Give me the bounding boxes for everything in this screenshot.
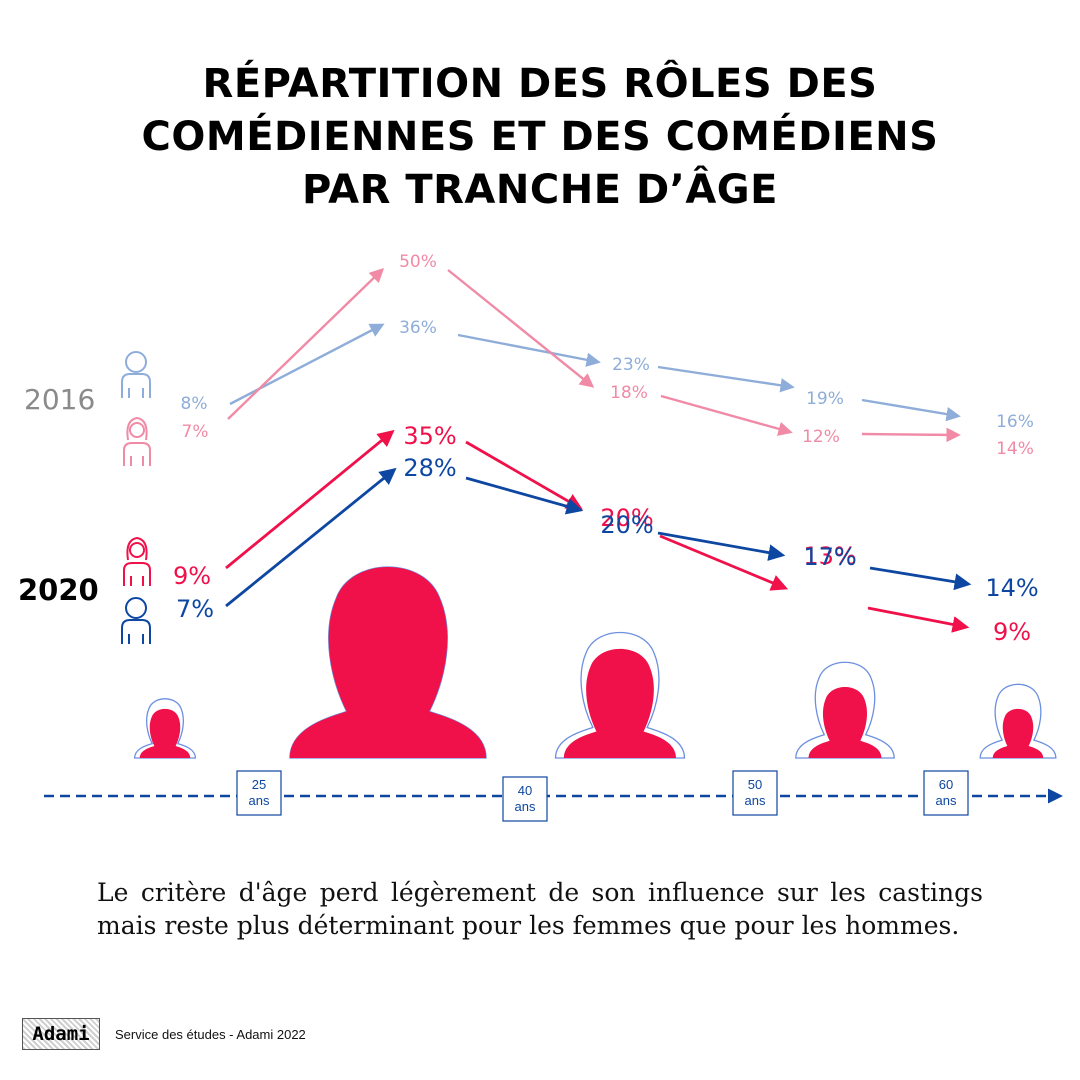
axis-tick-unit: ans: [249, 793, 270, 808]
series-arrow-women: [225, 429, 395, 570]
data-label-men: 7%: [176, 595, 214, 623]
data-label-men: 23%: [612, 355, 650, 375]
man-outline-icon: [121, 597, 151, 644]
series-arrow-women: [861, 427, 961, 443]
caption: Le critère d'âge perd légèrement de son …: [97, 878, 983, 940]
axis-tick-value: 25: [252, 777, 266, 792]
woman-outline-icon: [123, 416, 151, 466]
woman-outline-icon: [123, 536, 151, 586]
data-label-women: 7%: [182, 422, 209, 442]
man-outline-icon: [121, 351, 151, 398]
series-arrow-women: [447, 269, 595, 388]
axis-tick-value: 50: [748, 777, 762, 792]
axis-tick-unit: ans: [745, 793, 766, 808]
series-arrow-men: [229, 323, 385, 406]
data-label-men: 20%: [600, 511, 653, 539]
series-arrow-men: [869, 566, 972, 591]
axis-tick-unit: ans: [515, 799, 536, 814]
woman-silhouette-icon: [992, 708, 1044, 758]
data-label-men: 19%: [806, 389, 844, 409]
series-arrow-women: [867, 606, 970, 633]
data-label-men: 14%: [985, 574, 1038, 602]
series-arrow-men: [861, 398, 961, 422]
source-note: Service des études - Adami 2022: [115, 1026, 306, 1042]
data-label-women: 35%: [403, 422, 456, 450]
year-label-2020: 2020: [18, 573, 99, 607]
data-label-women: 9%: [993, 618, 1031, 646]
chart-title: RÉPARTITION DES RÔLES DES COMÉDIENNES ET…: [0, 58, 1080, 217]
woman-silhouette-icon: [139, 708, 191, 758]
data-label-women: 50%: [399, 252, 437, 272]
woman-silhouette-icon: [808, 687, 882, 758]
woman-silhouette-icon: [563, 648, 677, 758]
series-arrow-men: [657, 365, 795, 393]
data-label-women: 13%: [803, 542, 856, 570]
data-label-men: 8%: [181, 394, 208, 414]
axis-tick-value: 60: [939, 777, 953, 792]
data-label-women: 12%: [802, 427, 840, 447]
axis-tick-box: [923, 770, 969, 816]
woman-silhouette-icon: [289, 566, 487, 758]
series-arrow-women: [660, 394, 793, 436]
axis-tick-box: [502, 776, 548, 822]
year-label-2016: 2016: [24, 383, 95, 416]
series-arrow-women: [227, 267, 385, 420]
series-arrow-men: [657, 531, 786, 561]
series-arrow-men: [465, 476, 584, 515]
title-line-1: RÉPARTITION DES RÔLES DES: [202, 61, 878, 107]
age-distribution-chart: 25ans40ans50ans60ans201620208%36%23%19%1…: [18, 252, 1063, 822]
data-label-men: 28%: [403, 454, 456, 482]
title-line-2: COMÉDIENNES ET DES COMÉDIENS: [141, 114, 939, 160]
series-arrow-women: [465, 440, 583, 510]
series-arrow-women: [659, 534, 789, 591]
data-label-women: 20%: [600, 504, 653, 532]
axis-tick-box: [732, 770, 778, 816]
axis-tick-box: [236, 770, 282, 816]
axis-tick-value: 40: [518, 783, 532, 798]
data-label-women: 14%: [996, 439, 1034, 459]
axis-tick-unit: ans: [936, 793, 957, 808]
data-label-men: 36%: [399, 318, 437, 338]
adami-logo: Adami: [22, 1018, 100, 1050]
series-arrow-men: [457, 333, 601, 367]
data-label-men: 16%: [996, 412, 1034, 432]
data-label-women: 9%: [173, 562, 211, 590]
data-label-men: 17%: [803, 543, 856, 571]
title-line-3: PAR TRANCHE D’ÂGE: [302, 167, 778, 213]
footer: Adami Service des études - Adami 2022: [22, 1016, 306, 1052]
series-arrow-men: [225, 467, 397, 608]
data-label-women: 18%: [610, 383, 648, 403]
